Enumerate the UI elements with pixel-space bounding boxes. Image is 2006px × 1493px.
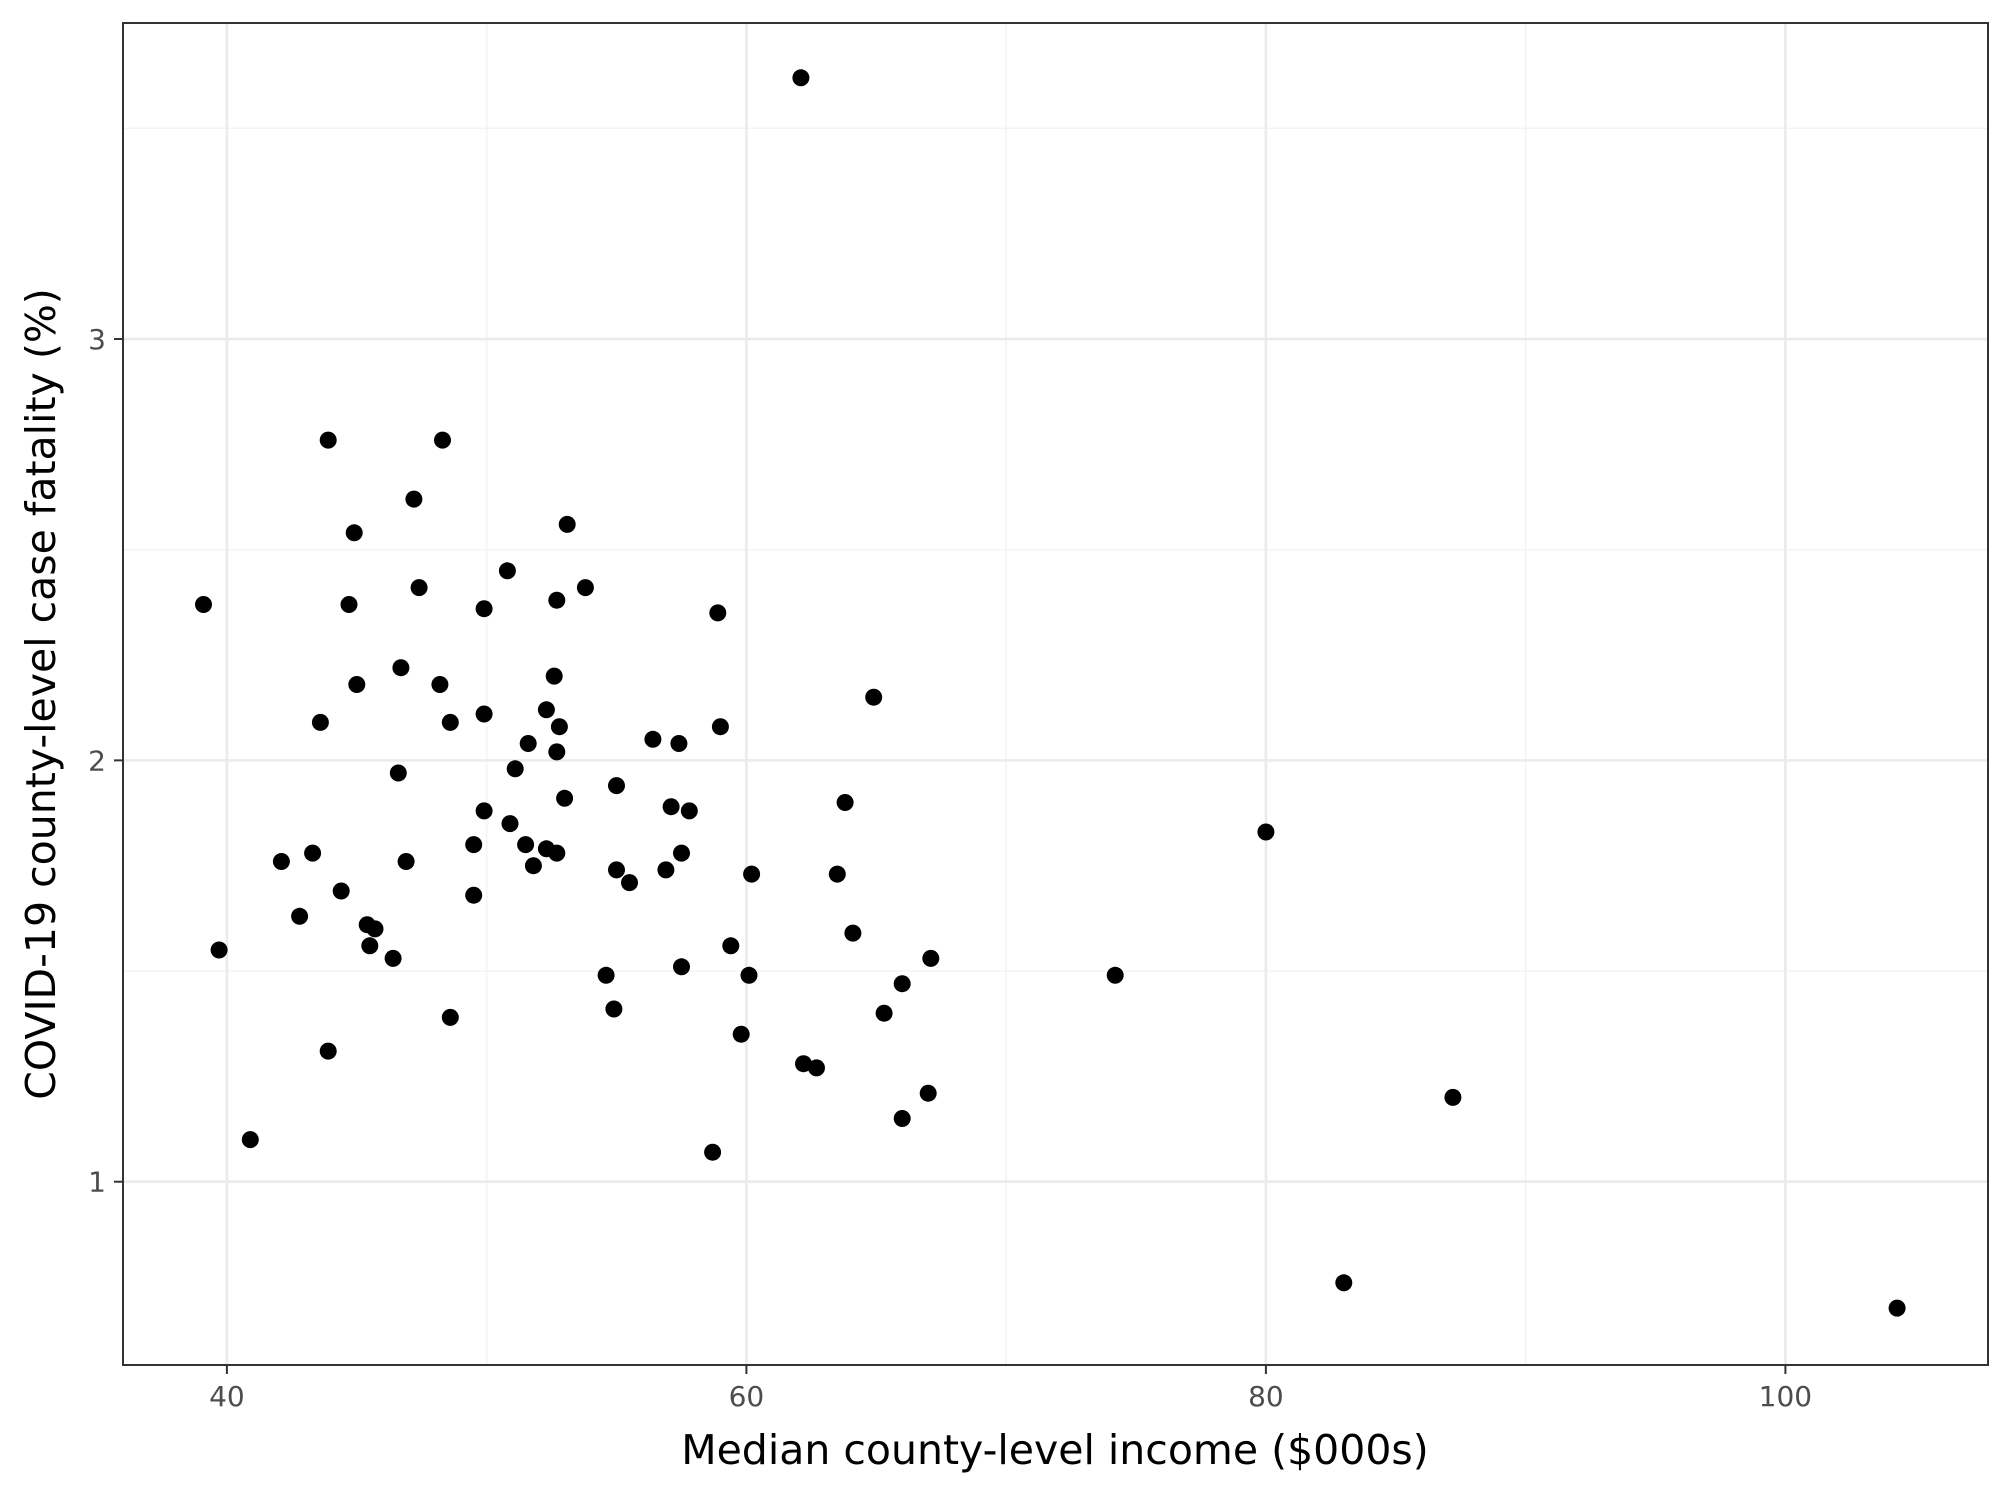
data-point: [389, 764, 407, 782]
data-point: [519, 735, 537, 752]
data-point: [597, 966, 615, 984]
data-point: [808, 1059, 825, 1077]
data-point: [893, 975, 911, 993]
y-tick-label: 3: [88, 323, 106, 356]
data-point: [397, 853, 415, 870]
data-point: [670, 735, 688, 752]
major-gridlines: [123, 23, 1988, 1365]
data-point: [431, 676, 449, 693]
data-point: [893, 1110, 911, 1127]
data-point: [1106, 966, 1124, 984]
data-point: [366, 920, 384, 938]
data-point: [875, 1004, 893, 1022]
data-point: [550, 718, 568, 736]
y-axis: 1 2 3: [88, 323, 123, 1199]
data-point: [740, 966, 758, 984]
data-point: [475, 802, 493, 820]
data-point: [680, 802, 698, 820]
y-tick-label: 2: [88, 744, 106, 777]
data-point: [392, 659, 410, 677]
data-point: [498, 562, 516, 580]
data-point: [340, 596, 358, 613]
data-point: [644, 730, 662, 748]
data-point: [517, 836, 535, 854]
data-point: [576, 579, 594, 597]
x-tick-label: 60: [729, 1380, 765, 1413]
data-point: [844, 924, 862, 942]
data-point: [556, 789, 574, 807]
data-point: [558, 515, 576, 533]
data-point: [865, 688, 883, 706]
x-tick-label: 80: [1248, 1380, 1284, 1413]
data-point: [548, 844, 566, 862]
data-point: [410, 579, 428, 597]
data-point: [384, 949, 402, 967]
data-point: [506, 760, 524, 778]
data-point: [475, 705, 493, 723]
data-point: [1257, 823, 1275, 841]
y-tick-label: 1: [88, 1166, 106, 1199]
data-point: [657, 861, 675, 879]
data-point: [501, 815, 519, 833]
data-point: [537, 701, 555, 719]
data-point: [195, 596, 212, 613]
data-point: [441, 713, 459, 731]
x-tick-label: 40: [209, 1380, 245, 1413]
data-point: [434, 431, 451, 449]
data-point: [608, 777, 625, 795]
x-tick-label: 100: [1759, 1380, 1812, 1413]
data-point: [1335, 1274, 1353, 1292]
data-point: [441, 1008, 459, 1026]
data-point: [792, 69, 810, 87]
plot-panel-border: [122, 22, 1989, 1366]
data-point: [545, 667, 563, 685]
data-point: [828, 865, 846, 883]
data-point: [709, 604, 727, 622]
data-point: [465, 836, 483, 854]
data-point: [919, 1084, 937, 1102]
data-point: [319, 1042, 337, 1060]
data-point: [795, 1055, 812, 1073]
data-point: [332, 882, 350, 900]
data-point: [405, 490, 423, 508]
data-point: [465, 886, 483, 904]
data-point: [345, 524, 363, 542]
data-point: [210, 941, 228, 959]
data-point: [673, 958, 690, 976]
data-point: [291, 907, 309, 925]
data-point: [241, 1131, 259, 1149]
data-point: [361, 937, 379, 955]
data-point: [673, 844, 690, 862]
data-points: [195, 69, 1906, 1317]
data-point: [272, 853, 290, 870]
data-point: [743, 865, 761, 883]
data-point: [548, 743, 566, 761]
data-point: [475, 600, 493, 618]
data-point: [524, 857, 542, 875]
data-point: [711, 718, 729, 736]
data-point: [722, 937, 740, 955]
data-point: [704, 1143, 722, 1161]
data-point: [608, 861, 625, 879]
data-point: [836, 794, 854, 811]
x-axis: 40 60 80 100: [209, 1365, 1812, 1413]
data-point: [319, 431, 337, 449]
data-point: [621, 874, 638, 892]
y-axis-title: COVID-19 county-level case fatality (%): [17, 288, 65, 1100]
x-axis-title: Median county-level income ($000s): [681, 1426, 1429, 1474]
data-point: [1888, 1299, 1906, 1317]
data-point: [548, 591, 566, 609]
data-point: [304, 844, 322, 862]
data-point: [348, 676, 366, 693]
data-point: [1444, 1088, 1462, 1106]
data-point: [922, 949, 940, 967]
minor-gridlines: [123, 23, 1988, 1365]
data-point: [732, 1025, 750, 1043]
data-point: [662, 798, 680, 816]
data-point: [311, 713, 329, 731]
data-point: [605, 1000, 623, 1018]
